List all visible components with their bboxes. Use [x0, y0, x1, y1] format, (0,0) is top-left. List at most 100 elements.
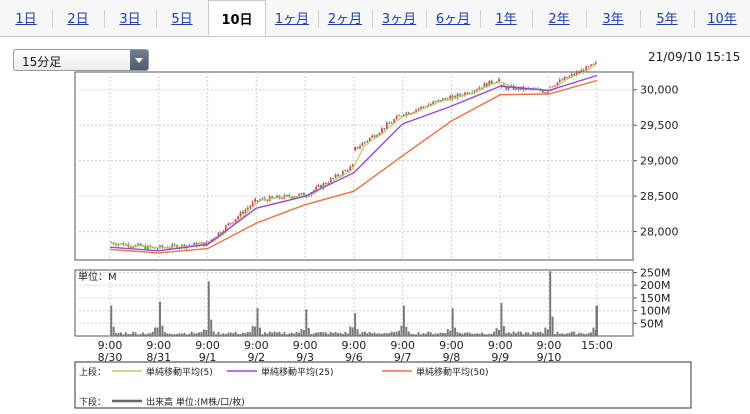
volume-bar [139, 333, 142, 336]
tab-8[interactable]: 6ヶ月 [435, 12, 471, 27]
candle-body [212, 238, 215, 240]
volume-bar [590, 332, 592, 336]
candle-body [168, 248, 171, 250]
candle-body [534, 88, 537, 90]
tab-10[interactable]: 2年 [548, 12, 570, 27]
candle-body [558, 79, 561, 83]
volume-bar [505, 333, 508, 336]
candle-body [524, 87, 527, 90]
volume-bar [259, 327, 261, 336]
candle-body [542, 90, 544, 93]
candle-body [490, 80, 493, 84]
candle-body [149, 245, 152, 248]
volume-bar [288, 333, 291, 336]
candle-body [266, 199, 269, 202]
volume-bar [315, 332, 318, 336]
volume-bar [594, 329, 597, 336]
x-tick-time: 9:00 [439, 339, 464, 352]
candle-body [193, 242, 195, 246]
tab-11[interactable]: 3年 [602, 12, 624, 27]
tab-5[interactable]: 1ヶ月 [274, 12, 310, 27]
volume-bar [344, 331, 347, 336]
tab-4[interactable]: 10日 [208, 0, 266, 36]
volume-bar [473, 333, 476, 336]
volume-bar [239, 333, 242, 336]
volume-bar [212, 331, 215, 336]
candle-body [561, 79, 564, 81]
tab-2[interactable]: 3日 [119, 12, 141, 27]
candle-body [495, 82, 498, 84]
volume-bar [312, 333, 315, 336]
candle-body [139, 243, 142, 247]
volume-bar [502, 326, 505, 336]
candle-body [176, 245, 178, 249]
candle-body [570, 74, 573, 77]
candle-body [224, 225, 227, 232]
candle-body [415, 109, 417, 113]
volume-bar [368, 331, 371, 336]
volume-bar [341, 333, 344, 336]
tab-12[interactable]: 5年 [656, 12, 678, 27]
volume-bar [463, 332, 466, 336]
volume-bar [124, 332, 127, 336]
candle-body [439, 99, 442, 102]
candle-body [115, 244, 117, 246]
candle-body [505, 86, 508, 90]
legend-upper-label: 上段： [79, 366, 106, 378]
price-panel: 30,000 29,500 29,000 28,500 28,000 [74, 60, 679, 261]
volume-bar [510, 333, 513, 336]
volume-bar [429, 332, 432, 336]
volume-bar [207, 281, 210, 336]
tab-3[interactable]: 5日 [171, 12, 193, 27]
volume-bar [132, 331, 135, 336]
candle-body [403, 114, 405, 116]
candle-body [546, 92, 549, 94]
candle-body [468, 93, 471, 95]
volume-bar [159, 301, 161, 336]
candle-body [256, 200, 259, 202]
tab-separator [480, 10, 481, 28]
price-y-label: 30,000 [640, 84, 679, 97]
volume-bar [163, 332, 166, 336]
tab-1[interactable]: 2日 [67, 12, 89, 27]
volume-bar [154, 327, 157, 336]
volume-bar [298, 332, 300, 336]
tab-6[interactable]: 2ヶ月 [327, 12, 363, 27]
volume-bar [215, 334, 218, 336]
candle-body [532, 88, 535, 90]
candle-body [156, 248, 159, 250]
candle-body [283, 194, 286, 199]
volume-bar [117, 332, 120, 336]
volume-bar [580, 332, 583, 336]
volume-bar [380, 333, 383, 336]
volume-bar [587, 333, 590, 336]
tab-9[interactable]: 1年 [495, 12, 517, 27]
volume-bar [410, 333, 413, 336]
volume-bar [441, 332, 444, 336]
candle-body [373, 135, 376, 137]
candle-body [544, 92, 547, 94]
candle-body [381, 128, 383, 133]
candle-body [520, 86, 522, 90]
x-tick-date: 8/31 [146, 351, 171, 364]
tab-13[interactable]: 10年 [707, 12, 737, 27]
candle-body [481, 87, 483, 89]
volume-bar [456, 332, 459, 336]
volume-bar [249, 332, 252, 336]
candle-body [278, 195, 281, 199]
interval-select[interactable]: 15分足 [13, 49, 149, 71]
volume-bar [322, 332, 325, 336]
chevron-down-icon[interactable] [130, 50, 148, 70]
candle-body [137, 243, 139, 245]
candle-body [344, 170, 347, 172]
candle-body [461, 95, 464, 97]
volume-bar [346, 333, 349, 336]
volume-y-label: 50M [640, 317, 664, 330]
tab-7[interactable]: 3ヶ月 [381, 12, 417, 27]
volume-bar [171, 334, 174, 336]
x-tick-date: 8/30 [98, 351, 123, 364]
volume-bar [556, 331, 559, 336]
candle-body [264, 198, 266, 200]
tab-0[interactable]: 1日 [15, 12, 37, 27]
x-axis: 9:008/309:008/319:009/19:009/29:009/39:0… [98, 339, 613, 364]
